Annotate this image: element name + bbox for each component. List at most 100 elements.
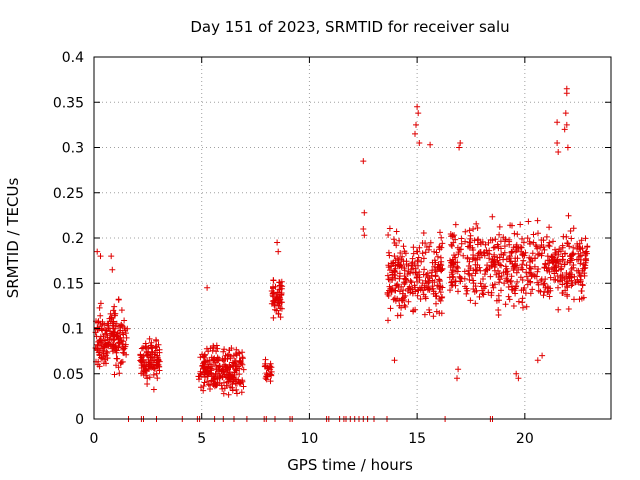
data-point: [467, 239, 474, 246]
data-point: [207, 382, 214, 389]
data-point: [402, 292, 409, 299]
x-tick-label: 0: [90, 431, 99, 447]
data-point: [146, 374, 153, 381]
data-point: [512, 248, 519, 255]
data-point: [433, 249, 440, 256]
data-point: [528, 265, 535, 272]
data-point: [466, 276, 473, 283]
data-point: [150, 371, 157, 378]
data-point: [539, 352, 546, 359]
data-point: [409, 255, 416, 262]
data-point: [571, 296, 577, 303]
data-point: [268, 371, 274, 378]
data-point: [200, 353, 207, 360]
data-point: [546, 293, 553, 300]
y-tick-label: 0.2: [62, 231, 84, 247]
data-point: [544, 289, 551, 296]
data-point: [429, 283, 436, 290]
data-point: [109, 322, 116, 329]
data-point: [568, 235, 575, 242]
data-point: [507, 258, 513, 265]
data-point: [450, 274, 457, 281]
data-point: [548, 266, 555, 272]
data-point: [231, 358, 238, 364]
data-point: [521, 252, 528, 259]
data-point: [541, 264, 548, 271]
data-point: [103, 360, 109, 367]
data-point: [420, 230, 427, 236]
data-point: [506, 236, 513, 243]
data-point: [97, 321, 104, 327]
data-point: [433, 300, 439, 307]
data-point: [561, 261, 568, 268]
data-point: [557, 266, 564, 273]
data-point: [213, 381, 220, 388]
data-point: [425, 279, 432, 286]
data-point: [549, 258, 556, 265]
data-point: [495, 292, 502, 299]
data-point: [535, 230, 541, 237]
x-tick-label: 20: [516, 431, 534, 447]
data-point: [121, 317, 128, 324]
data-point: [226, 374, 232, 381]
data-point: [529, 250, 536, 257]
data-point: [420, 255, 427, 262]
data-point: [545, 242, 552, 249]
data-point: [576, 253, 583, 260]
data-point: [155, 356, 161, 363]
data-point: [229, 387, 236, 394]
data-point: [564, 291, 570, 298]
data-point: [570, 244, 577, 251]
data-point: [503, 256, 510, 263]
data-point: [226, 347, 233, 354]
data-point: [396, 288, 403, 295]
data-point: [234, 390, 240, 397]
data-point: [578, 288, 585, 294]
data-point: [123, 334, 130, 341]
data-point: [407, 286, 414, 293]
data-point: [438, 310, 445, 317]
data-point: [572, 279, 579, 286]
data-point: [480, 276, 486, 282]
data-point: [452, 236, 459, 243]
data-point: [531, 263, 538, 270]
grid: [94, 57, 611, 419]
data-point: [415, 262, 421, 269]
data-point: [471, 237, 478, 244]
data-point: [434, 282, 441, 289]
data-point: [566, 243, 573, 250]
data-point: [520, 304, 526, 311]
data-point: [576, 269, 583, 276]
data-point: [552, 256, 559, 263]
data-point: [526, 254, 533, 261]
data-point: [502, 269, 509, 275]
data-point: [487, 236, 494, 243]
y-tick-label: 0.35: [53, 95, 84, 111]
data-point: [562, 250, 569, 257]
data-point: [100, 333, 107, 340]
data-point: [513, 370, 520, 377]
data-point: [491, 267, 498, 274]
data-point: [475, 236, 482, 243]
data-point: [222, 362, 229, 369]
data-point: [422, 277, 429, 284]
data-point: [433, 308, 440, 315]
data-point: [502, 301, 509, 308]
data-point: [470, 277, 477, 284]
data-point: [204, 378, 211, 385]
data-point: [149, 345, 156, 352]
data-point: [214, 345, 221, 352]
data-point: [486, 255, 493, 262]
data-point: [278, 299, 285, 306]
data-point: [109, 266, 116, 273]
data-point: [393, 228, 400, 235]
data-point: [398, 263, 405, 270]
data-point: [461, 268, 468, 275]
data-point: [154, 375, 161, 382]
data-point: [420, 291, 427, 298]
data-point: [462, 228, 469, 235]
data-point: [270, 297, 277, 304]
data-point: [450, 261, 457, 268]
data-point: [137, 352, 144, 359]
data-point: [197, 354, 204, 361]
